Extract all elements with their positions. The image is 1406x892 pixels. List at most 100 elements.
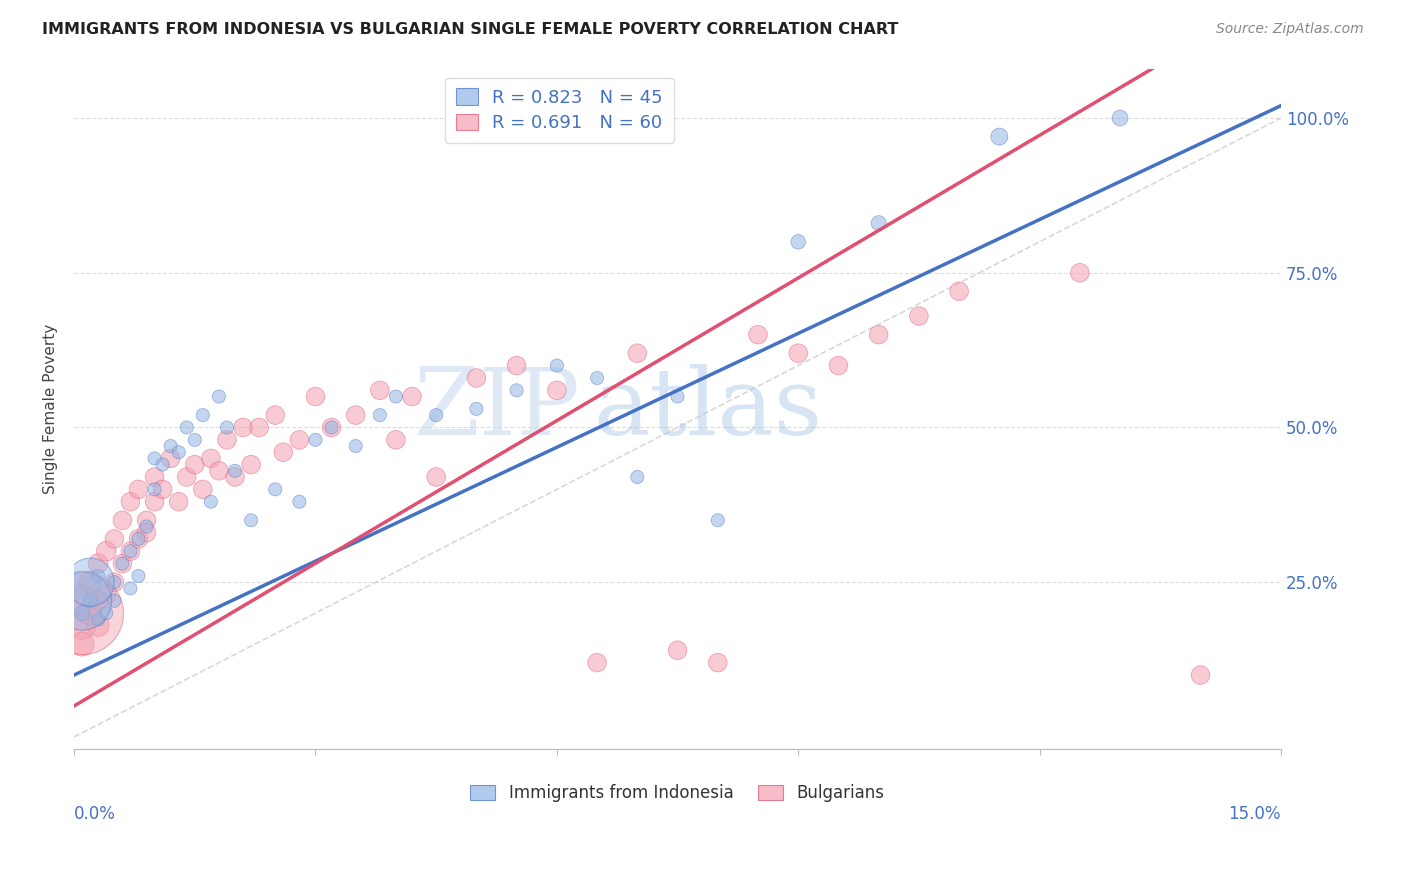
Point (111, 513, 134, 527)
Point (505, 384, 527, 398)
Point (546, 384, 568, 398)
Point (143, 470, 166, 484)
Point (208, 464, 231, 478)
Point (747, 327, 769, 342)
Point (546, 359, 568, 373)
Point (111, 557, 134, 571)
Point (70, 593, 93, 607)
Point (385, 390, 408, 404)
Point (288, 494, 311, 508)
Text: atlas: atlas (593, 364, 823, 454)
Point (224, 464, 246, 478)
Y-axis label: Single Female Poverty: Single Female Poverty (44, 324, 58, 494)
Point (135, 525, 157, 540)
Point (87, 618, 110, 632)
Point (505, 359, 527, 373)
Point (79, 575, 101, 590)
Point (111, 557, 134, 571)
Point (191, 483, 214, 497)
Point (152, 458, 174, 472)
Point (135, 513, 157, 527)
Point (200, 451, 222, 466)
Point (465, 401, 488, 416)
Point (626, 346, 648, 360)
Point (176, 420, 198, 434)
Point (167, 445, 190, 459)
Point (948, 285, 970, 299)
Point (143, 494, 166, 508)
Text: 0.0%: 0.0% (75, 805, 115, 823)
Point (87, 612, 110, 626)
Point (1069, 266, 1091, 280)
Point (176, 470, 198, 484)
Point (288, 433, 311, 447)
Point (586, 656, 609, 670)
Point (96, 544, 118, 558)
Point (868, 216, 890, 230)
Point (87, 593, 110, 607)
Point (240, 513, 263, 527)
Point (143, 483, 166, 497)
Point (79, 606, 101, 620)
Point (120, 494, 142, 508)
Point (70, 606, 93, 620)
Point (127, 483, 149, 497)
Point (666, 390, 689, 404)
Point (127, 532, 149, 546)
Point (159, 451, 181, 466)
Point (79, 575, 101, 590)
Point (425, 470, 447, 484)
Point (70, 637, 93, 651)
Legend: Immigrants from Indonesia, Bulgarians: Immigrants from Indonesia, Bulgarians (464, 778, 891, 809)
Point (70, 618, 93, 632)
Point (87, 569, 110, 583)
Point (120, 544, 142, 558)
Point (87, 557, 110, 571)
Point (143, 451, 166, 466)
Point (224, 470, 246, 484)
Point (344, 408, 367, 422)
Point (706, 656, 728, 670)
Point (321, 420, 343, 434)
Point (208, 390, 231, 404)
Point (908, 309, 931, 323)
Point (304, 433, 326, 447)
Point (127, 569, 149, 583)
Point (626, 470, 648, 484)
Point (184, 433, 207, 447)
Point (240, 458, 263, 472)
Point (787, 235, 810, 249)
Point (70, 593, 93, 607)
Point (425, 408, 447, 422)
Point (385, 433, 408, 447)
Point (215, 433, 238, 447)
Point (368, 384, 391, 398)
Point (787, 346, 810, 360)
Point (1109, 111, 1132, 125)
Point (215, 420, 238, 434)
Point (103, 575, 125, 590)
Point (96, 588, 118, 602)
Point (368, 408, 391, 422)
Point (344, 439, 367, 453)
Text: Source: ZipAtlas.com: Source: ZipAtlas.com (1216, 22, 1364, 37)
Point (200, 494, 222, 508)
Point (264, 408, 287, 422)
Point (96, 606, 118, 620)
Point (321, 420, 343, 434)
Point (79, 593, 101, 607)
Point (232, 420, 254, 434)
Point (103, 575, 125, 590)
Point (465, 371, 488, 385)
Point (706, 513, 728, 527)
Point (247, 420, 270, 434)
Point (167, 494, 190, 508)
Text: IMMIGRANTS FROM INDONESIA VS BULGARIAN SINGLE FEMALE POVERTY CORRELATION CHART: IMMIGRANTS FROM INDONESIA VS BULGARIAN S… (42, 22, 898, 37)
Text: ZIP: ZIP (415, 364, 581, 454)
Point (401, 390, 423, 404)
Point (264, 483, 287, 497)
Point (988, 129, 1011, 144)
Point (868, 327, 890, 342)
Text: 15.0%: 15.0% (1229, 805, 1281, 823)
Point (586, 371, 609, 385)
